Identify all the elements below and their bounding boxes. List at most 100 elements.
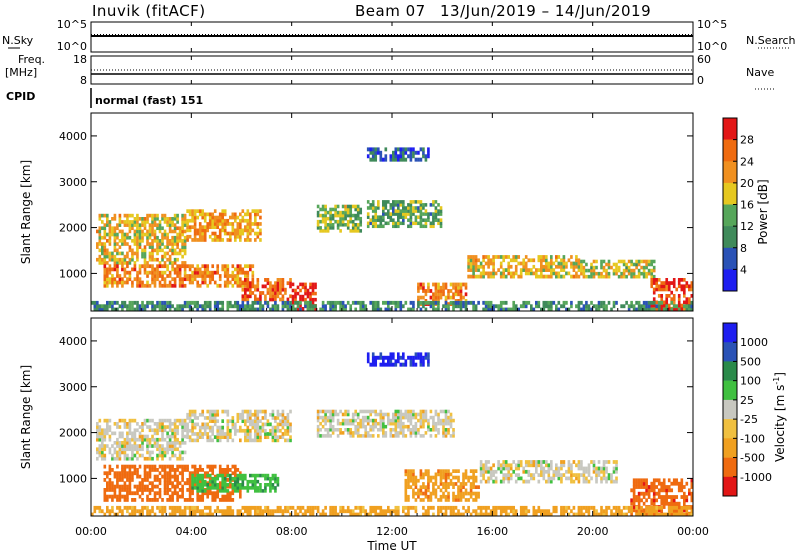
data-cell	[254, 212, 257, 217]
data-cell	[632, 304, 636, 309]
data-cell	[409, 206, 413, 210]
data-cell	[374, 206, 378, 210]
data-cell	[662, 501, 666, 506]
data-cell	[223, 483, 227, 487]
data-cell	[126, 494, 129, 499]
data-cell	[414, 150, 418, 155]
data-cell	[98, 226, 102, 231]
data-cell	[128, 484, 132, 489]
data-cell	[427, 498, 430, 502]
data-cell	[657, 481, 661, 486]
data-cell	[249, 422, 252, 427]
data-cell	[151, 220, 154, 224]
data-cell	[351, 213, 355, 218]
data-cell	[239, 473, 242, 478]
data-cell	[241, 428, 245, 433]
data-cell	[171, 498, 174, 502]
data-cell	[587, 304, 591, 309]
data-cell	[582, 259, 586, 264]
data-cell	[211, 486, 215, 490]
data-cell	[535, 304, 538, 309]
data-cell	[647, 268, 651, 273]
data-cell	[349, 431, 353, 435]
data-cell	[208, 300, 212, 305]
data-cell	[592, 304, 596, 309]
data-cell	[271, 428, 275, 433]
data-cell	[605, 479, 608, 484]
data-cell	[161, 437, 164, 442]
data-cell	[409, 469, 413, 474]
data-cell	[131, 450, 134, 455]
data-cell	[397, 355, 400, 360]
data-cell	[261, 473, 265, 478]
data-cell	[108, 235, 112, 240]
data-cell	[196, 479, 200, 484]
data-cell	[437, 209, 440, 213]
data-cell	[254, 489, 257, 493]
data-cell	[447, 475, 450, 480]
data-cell	[645, 505, 648, 510]
data-cell	[414, 478, 418, 483]
data-cell	[562, 473, 566, 477]
data-cell	[176, 428, 179, 433]
data-cell	[311, 512, 315, 517]
data-cell	[279, 509, 282, 514]
data-cell	[251, 264, 255, 269]
data-cell	[685, 300, 689, 305]
data-cell	[402, 415, 405, 420]
data-cell	[176, 474, 179, 479]
data-cell	[181, 474, 184, 479]
data-cell	[660, 284, 664, 289]
data-cell	[118, 484, 122, 489]
data-cell	[577, 261, 581, 266]
data-cell	[161, 456, 164, 461]
data-cell	[234, 432, 237, 436]
data-cell	[301, 294, 305, 299]
data-cell	[605, 476, 608, 481]
data-cell	[417, 295, 420, 300]
data-cell	[249, 304, 252, 309]
data-cell	[645, 485, 648, 489]
data-cell	[382, 212, 385, 216]
data-cell	[532, 476, 536, 481]
data-cell	[103, 261, 107, 265]
data-cell	[201, 432, 205, 436]
data-cell	[517, 466, 521, 471]
data-cell	[683, 512, 686, 517]
data-cell	[176, 441, 179, 445]
data-cell	[662, 481, 666, 486]
data-cell	[429, 434, 433, 438]
data-cell	[356, 207, 360, 212]
data-cell	[133, 491, 137, 496]
data-cell	[560, 258, 563, 263]
data-cell	[186, 425, 189, 430]
data-cell	[592, 463, 596, 468]
data-cell	[572, 264, 576, 269]
data-cell	[452, 509, 455, 514]
data-cell	[447, 491, 450, 496]
data-cell	[336, 300, 340, 305]
data-cell	[221, 486, 225, 490]
data-cell	[464, 469, 468, 474]
data-cell	[151, 428, 154, 433]
data-cell	[532, 258, 536, 263]
data-cell	[665, 512, 669, 517]
data-cell	[106, 307, 109, 312]
data-cell	[467, 264, 470, 269]
data-cell	[218, 435, 222, 440]
data-cell	[291, 307, 295, 312]
data-cell	[246, 238, 250, 242]
data-cell	[146, 274, 149, 278]
data-cell	[662, 303, 666, 308]
data-cell	[196, 491, 200, 496]
data-cell	[118, 425, 122, 429]
data-cell	[412, 478, 415, 483]
data-cell	[647, 262, 651, 267]
data-cell	[223, 494, 227, 499]
data-cell	[547, 512, 551, 517]
data-cell	[269, 287, 272, 292]
data-cell	[412, 150, 415, 155]
data-cell	[637, 307, 641, 312]
data-cell	[173, 484, 177, 489]
data-cell	[161, 464, 164, 469]
